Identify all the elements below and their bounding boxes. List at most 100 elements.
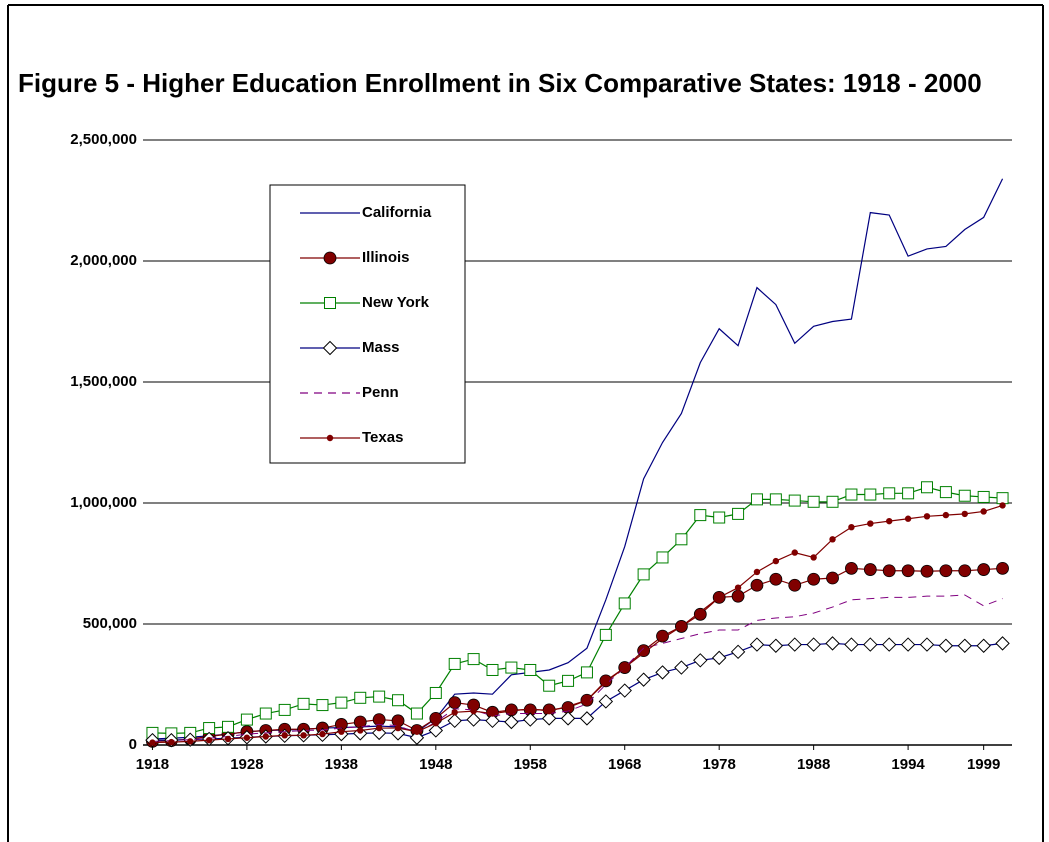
marker [466,712,481,727]
marker [920,564,934,578]
marker [451,709,458,716]
marker [432,720,440,727]
marker [753,568,761,576]
marker [541,711,557,726]
x-tick-label: 1968 [608,756,641,773]
marker [825,636,840,651]
marker [655,665,670,680]
marker [543,679,556,692]
marker [845,561,858,575]
marker [429,686,442,699]
marker [901,564,915,578]
marker [637,568,650,581]
marker [939,486,952,499]
marker [980,508,987,515]
y-tick-label: 0 [129,736,137,753]
legend-label: New York [362,294,430,311]
chart-title: Figure 5 - Higher Education Enrollment i… [18,68,982,98]
marker [788,578,802,592]
marker [750,493,763,506]
marker [961,510,968,518]
marker [617,683,632,698]
marker [527,705,534,712]
marker [864,488,877,501]
marker [621,664,628,671]
marker [730,644,746,660]
marker [715,594,723,601]
x-tick-label: 1938 [325,756,358,773]
marker [996,561,1009,575]
legend-marker [324,297,336,309]
x-tick-label: 1958 [514,756,547,773]
marker [618,597,631,610]
marker [791,549,798,556]
marker [772,557,780,565]
marker [768,638,784,653]
marker [375,724,383,732]
marker [599,628,612,641]
legend-marker [326,434,334,442]
marker [149,739,156,746]
marker [413,728,421,735]
marker [297,697,310,710]
marker [693,653,708,668]
marker [338,728,345,735]
marker [467,653,480,666]
series-line [152,504,1003,744]
marker [316,699,329,712]
y-tick-label: 500,000 [83,615,137,632]
marker [732,507,745,520]
marker [410,707,423,720]
marker [829,536,836,543]
x-tick-label: 1988 [797,756,830,773]
marker [580,666,593,679]
marker [675,533,688,546]
marker [731,589,745,603]
marker [995,636,1010,651]
marker [428,723,444,738]
marker [562,674,575,687]
marker [863,563,877,576]
marker [319,730,326,738]
marker [448,696,462,710]
marker [168,738,175,746]
marker [694,509,707,522]
x-tick-label: 1948 [419,756,452,773]
marker [942,511,950,519]
legend-marker [323,251,337,265]
marker [205,736,213,744]
marker [636,672,651,687]
x-tick-label: 1999 [967,756,1000,773]
marker [187,738,194,745]
marker [883,487,896,500]
y-tick-label: 1,000,000 [70,494,137,511]
marker [485,713,500,729]
series-line [152,594,1003,742]
marker [902,487,915,500]
marker [354,691,367,704]
y-tick-label: 2,500,000 [70,131,137,148]
marker [470,707,477,715]
marker [769,572,783,586]
marker [372,713,386,726]
marker [881,637,897,652]
marker [392,694,405,707]
marker [579,711,595,726]
marker [999,502,1006,509]
x-tick-label: 1978 [702,756,735,773]
marker [373,690,386,703]
marker [674,660,689,675]
marker [656,551,669,564]
marker [826,571,839,585]
marker [958,564,972,578]
marker [545,707,553,715]
marker [844,637,859,652]
marker [564,703,572,710]
marker [904,515,912,522]
marker [787,637,802,652]
legend-marker [322,340,338,356]
marker [489,710,496,717]
marker [278,703,291,716]
